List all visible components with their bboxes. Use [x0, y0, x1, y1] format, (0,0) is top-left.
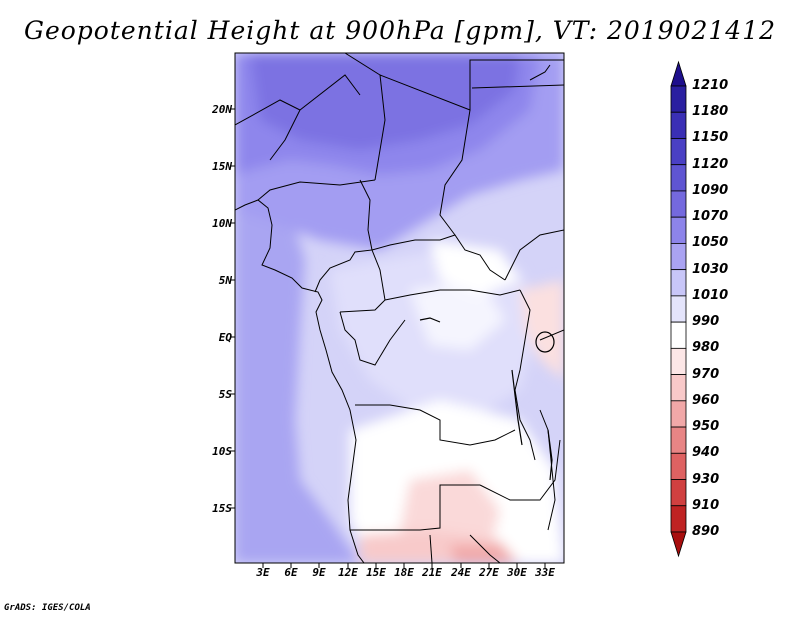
- lon-ticks: [262, 563, 546, 568]
- colorbar-label: 1210: [692, 78, 729, 93]
- colorbar-label: 1090: [692, 182, 729, 198]
- lat-label-15n: 15N: [212, 160, 232, 173]
- lat-ticks: [230, 108, 235, 509]
- colorbar-swatch: [670, 269, 687, 297]
- lat-label-eq: EQ: [218, 331, 232, 344]
- lon-label-33e: 33E: [535, 566, 555, 579]
- colorbar-label: 890: [692, 524, 720, 539]
- colorbar-swatch: [670, 216, 687, 244]
- colorbar-label: 1050: [692, 235, 729, 251]
- border-mali-algeria: [299, 74, 361, 111]
- colorbar-label: 950: [692, 419, 720, 435]
- field-north-1090: [250, 53, 520, 150]
- colorbar-swatch: [670, 295, 687, 323]
- border-zimbabwe: [469, 534, 501, 563]
- colorbar-label: 1120: [692, 156, 729, 172]
- coastline-west: [235, 199, 365, 563]
- colorbar-label: 970: [692, 366, 720, 382]
- border-mozambique: [539, 409, 556, 531]
- lat-label-10s: 10S: [212, 445, 232, 458]
- border-drc-east: [514, 289, 536, 461]
- lake-malawi: [547, 429, 553, 481]
- border-mali-niger: [344, 53, 386, 181]
- border-mauritania: [235, 99, 301, 161]
- lon-label-9e: 9E: [312, 566, 326, 579]
- colorbar-label: 960: [692, 392, 720, 408]
- colorbar-label: 1010: [692, 287, 729, 303]
- lat-label-15s: 15S: [212, 502, 232, 515]
- lon-label-6e: 6E: [284, 566, 298, 579]
- lat-label-5n: 5N: [218, 274, 232, 287]
- border-car-drc: [384, 289, 521, 301]
- colorbar-label: 990: [692, 314, 720, 330]
- colorbar-swatch: [670, 321, 687, 349]
- lakes: [419, 317, 555, 481]
- field-cafr-white: [430, 240, 520, 295]
- colorbar-label: 1070: [692, 209, 729, 225]
- figure-title: Geopotential Height at 900hPa [gpm], VT:…: [23, 16, 777, 45]
- river-congo: [419, 317, 441, 323]
- field-congo-white: [410, 280, 505, 350]
- lat-label-5s: 5S: [218, 388, 232, 401]
- border-nigeria: [314, 179, 373, 293]
- colorbar-top-arrow: [670, 60, 687, 87]
- colorbar-bottom-arrow: [670, 531, 687, 558]
- height-field: [235, 53, 564, 563]
- border-car-chad: [371, 234, 506, 281]
- lon-label-3e: 3E: [256, 566, 270, 579]
- border-egypt: [469, 59, 564, 110]
- lon-label-18e: 18E: [394, 566, 414, 579]
- border-botswana-west: [429, 534, 433, 563]
- colorbar-swatch: [670, 347, 687, 375]
- field-south-970: [450, 545, 515, 563]
- colorbar-swatch: [670, 400, 687, 428]
- lake-victoria: [535, 331, 555, 353]
- lon-label-27e: 27E: [479, 566, 499, 579]
- border-south-sudan: [504, 229, 564, 281]
- lat-label-10n: 10N: [212, 217, 232, 230]
- colorbar-swatch: [670, 85, 687, 113]
- field-ocean-1030: [235, 180, 360, 563]
- colorbar: [670, 60, 687, 558]
- lon-label-21e: 21E: [422, 566, 442, 579]
- colorbar-label: 910: [692, 497, 720, 513]
- field-east-pink: [520, 280, 564, 380]
- border-angola-drc: [355, 404, 516, 446]
- colorbar-swatch: [670, 243, 687, 271]
- colorbar-label: 1180: [692, 104, 729, 120]
- colorbar-label: 1150: [692, 130, 729, 146]
- border-zambia: [479, 439, 561, 501]
- lon-label-12e: 12E: [338, 566, 358, 579]
- colorbar-swatch: [670, 190, 687, 218]
- lon-label-15e: 15E: [366, 566, 386, 579]
- colorbar-swatch: [670, 479, 687, 507]
- colorbar-swatch: [670, 452, 687, 480]
- border-gabon-congo: [339, 311, 406, 366]
- grads-credit: GrADS: IGES/COLA: [4, 603, 91, 613]
- colorbar-swatch: [670, 164, 687, 192]
- border-sahel: [257, 179, 376, 201]
- lon-label-24e: 24E: [451, 566, 471, 579]
- colorbar-label: 1030: [692, 261, 729, 277]
- colorbar-swatch: [670, 426, 687, 454]
- border-chad-sudan: [439, 109, 471, 236]
- border-egypt-sudan: [471, 84, 564, 89]
- colorbar-label: 940: [692, 445, 720, 461]
- colorbar-swatch: [670, 505, 687, 533]
- lake-tanganyika: [511, 369, 523, 446]
- colorbar-swatch: [670, 138, 687, 166]
- borders: [235, 53, 564, 563]
- lon-label-30e: 30E: [507, 566, 527, 579]
- lat-label-20n: 20N: [212, 103, 232, 116]
- colorbar-label: 930: [692, 471, 720, 487]
- colorbar-label: 980: [692, 340, 720, 356]
- coast-redsea: [529, 64, 551, 81]
- map-frame: [234, 52, 565, 564]
- colorbar-swatch: [670, 374, 687, 402]
- colorbar-swatch: [670, 111, 687, 139]
- border-namibia: [350, 484, 480, 531]
